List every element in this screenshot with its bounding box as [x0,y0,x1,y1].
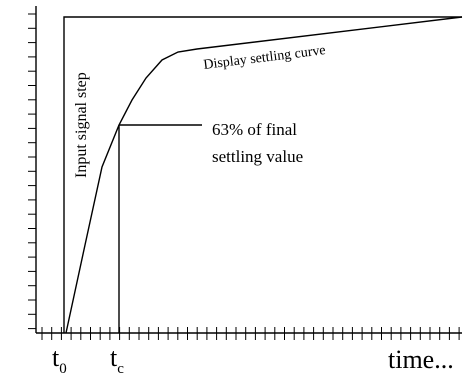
t0-label: t0 [52,343,67,377]
t0-main: t [52,343,60,372]
tc-subscript: c [117,361,124,377]
input-signal-step-label: Input signal step [73,72,90,178]
63-percent-label-line2: settling value [212,147,303,166]
display-settling-curve [65,16,463,334]
tc-main: t [110,343,118,372]
x-axis-ticks [41,327,460,340]
input-signal-step-line [63,16,462,333]
63-percent-label-line1: 63% of final [212,120,297,139]
t0-subscript: 0 [59,361,67,377]
tc-label: tc [110,343,124,377]
y-axis-ticks [28,13,36,330]
time-axis-label: time... [388,345,454,374]
settling-curve-label: Display settling curve [203,43,327,73]
